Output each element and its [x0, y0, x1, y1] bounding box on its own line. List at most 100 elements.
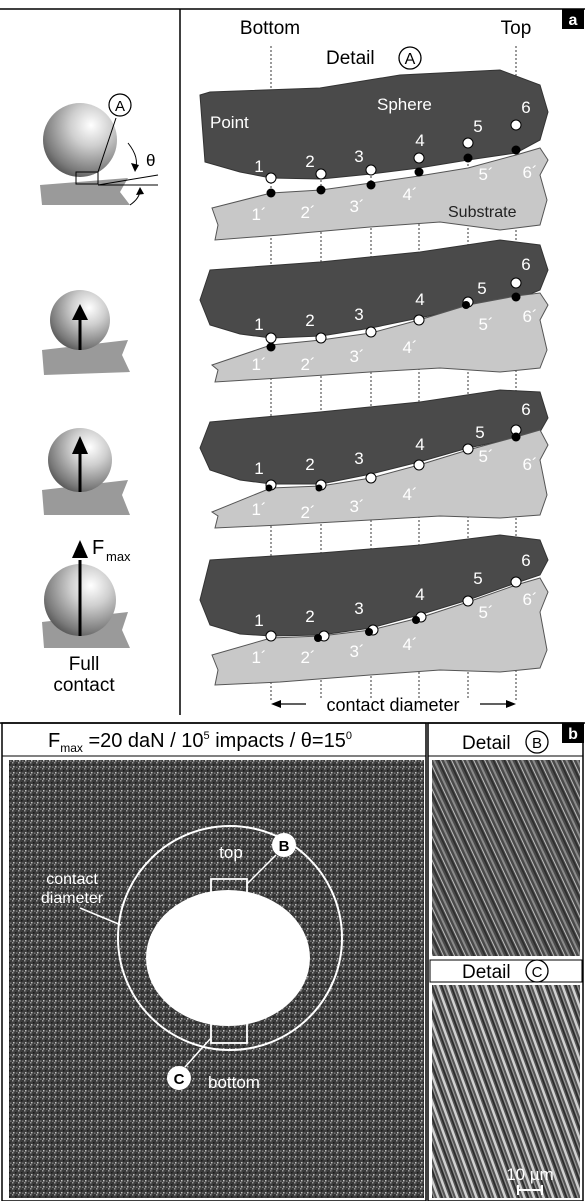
numbers-upper-2: 1 2 3 4 5 6 — [254, 255, 530, 334]
numbers-lower-2: 1´ 2´ 3´ 4´ 5´ 6´ — [251, 307, 537, 374]
numbers-lower-4: 1´ 2´ 3´ 4´ 5´ 6´ — [251, 590, 537, 667]
contact-diameter-arrow: contact diameter — [271, 695, 516, 715]
contact-diameter-label: contact diameter — [326, 695, 459, 715]
point-3 — [365, 326, 377, 338]
contact-row-4: 1 2 3 4 5 6 1´ 2´ 3´ 4´ 5´ 6´ — [199, 534, 549, 686]
sphere-ball-1 — [43, 103, 117, 177]
detail-b-marker: B — [532, 735, 542, 752]
point-2 — [315, 332, 327, 344]
force-arrow-4 — [72, 540, 88, 558]
num-prime-4: 4´ — [402, 185, 417, 204]
label-diameter: diameter — [41, 890, 104, 907]
panel-b: b Fmax =20 daN / 105 impacts / θ=150 top… — [0, 722, 585, 1201]
num-1: 1 — [254, 157, 263, 176]
label-substrate: Substrate — [448, 204, 517, 221]
detail-a-marker: A — [405, 51, 416, 68]
prime-point-1 — [266, 342, 276, 352]
num-5: 5 — [473, 117, 482, 136]
num-prime-6: 6´ — [522, 163, 537, 182]
micrograph-detail-c — [432, 985, 580, 1198]
points-lower-1 — [266, 145, 521, 198]
sphere-icon-4: F max Full contact — [42, 537, 131, 696]
point-3 — [365, 472, 377, 484]
numbers-upper-1: 1 2 3 4 5 6 — [254, 98, 530, 176]
num-4: 4 — [415, 290, 424, 309]
num-prime-3: 3´ — [349, 642, 364, 661]
marker-c: C — [174, 1071, 185, 1088]
point-1 — [265, 630, 277, 642]
point-4 — [413, 459, 425, 471]
label-point: Point — [210, 113, 249, 132]
prime-point-6 — [511, 145, 521, 155]
num-4: 4 — [415, 585, 424, 604]
num-1: 1 — [254, 459, 263, 478]
numbers-lower-3: 1´ 2´ 3´ 4´ 5´ 6´ — [251, 447, 537, 522]
num-prime-3: 3´ — [349, 347, 364, 366]
prime-point-3 — [366, 180, 376, 190]
num-prime-6: 6´ — [522, 307, 537, 326]
panel-b-title: Fmax =20 daN / 105 impacts / θ=150 — [48, 730, 352, 755]
num-prime-1: 1´ — [251, 500, 266, 519]
numbers-lower-1: 1´ 2´ 3´ 4´ 5´ 6´ — [251, 163, 537, 224]
label-sphere: Sphere — [377, 95, 432, 114]
point-6 — [510, 277, 522, 289]
prime-point-6 — [511, 292, 521, 302]
circle-a-icon — [108, 93, 132, 117]
num-5: 5 — [477, 279, 486, 298]
panel-a-label-box — [562, 9, 584, 29]
detail-c-marker: C — [532, 964, 543, 981]
num-5: 5 — [475, 423, 484, 442]
point-4 — [413, 314, 425, 326]
prime-point-1 — [265, 484, 273, 492]
panel-b-label: b — [568, 726, 578, 743]
points-lower-2 — [266, 292, 521, 352]
num-prime-2: 2´ — [300, 355, 315, 374]
num-prime-2: 2´ — [300, 203, 315, 222]
prime-point-4 — [412, 616, 420, 624]
num-prime-6: 6´ — [522, 590, 537, 609]
num-6: 6 — [521, 255, 530, 274]
num-prime-2: 2´ — [300, 648, 315, 667]
num-3: 3 — [354, 599, 363, 618]
contact-row-3: 1 2 3 4 5 6 1´ 2´ 3´ 4´ 5´ 6´ — [199, 389, 549, 529]
num-prime-4: 4´ — [402, 485, 417, 504]
num-4: 4 — [415, 435, 424, 454]
micrograph-detail-b — [432, 760, 580, 956]
prime-point-5 — [462, 301, 470, 309]
num-3: 3 — [354, 449, 363, 468]
num-2: 2 — [305, 607, 314, 626]
num-3: 3 — [354, 147, 363, 166]
detail-a-circle — [398, 46, 422, 70]
prime-point-2 — [315, 484, 323, 492]
points-upper-2 — [265, 277, 522, 344]
prime-point-4 — [414, 167, 424, 177]
panel-a-label: a — [569, 12, 578, 29]
fmax-sub: max — [106, 549, 131, 564]
num-1: 1 — [254, 611, 263, 630]
point-5 — [462, 595, 474, 607]
header-bottom: Bottom — [240, 18, 300, 39]
num-prime-3: 3´ — [349, 197, 364, 216]
point-1 — [265, 172, 277, 184]
contact-row-1: Point Sphere Substrate 1 2 3 4 5 6 — [199, 69, 549, 241]
contact-circle — [117, 825, 343, 1051]
prime-point-6 — [511, 432, 521, 442]
contact-row-2: 1 2 3 4 5 6 1´ 2´ 3´ 4´ 5´ 6´ — [199, 239, 549, 383]
num-3: 3 — [354, 305, 363, 324]
detail-c-title: Detail — [462, 962, 511, 983]
numbers-upper-3: 1 2 3 4 5 6 — [254, 400, 530, 478]
num-prime-4: 4´ — [402, 635, 417, 654]
marker-b: B — [279, 838, 290, 855]
points-upper-1 — [265, 119, 522, 184]
marker-c-circle — [167, 1066, 191, 1090]
numbers-upper-4: 1 2 3 4 5 6 — [254, 551, 530, 630]
num-2: 2 — [305, 152, 314, 171]
num-prime-4: 4´ — [402, 338, 417, 357]
num-prime-5: 5´ — [478, 603, 493, 622]
num-prime-5: 5´ — [478, 165, 493, 184]
num-prime-6: 6´ — [522, 455, 537, 474]
num-prime-1: 1´ — [251, 648, 266, 667]
detail-b-title: Detail — [462, 733, 511, 754]
panel-a: a Bottom Top Detail A Point Sphere Subst… — [0, 8, 585, 715]
points-lower-3 — [265, 432, 521, 492]
